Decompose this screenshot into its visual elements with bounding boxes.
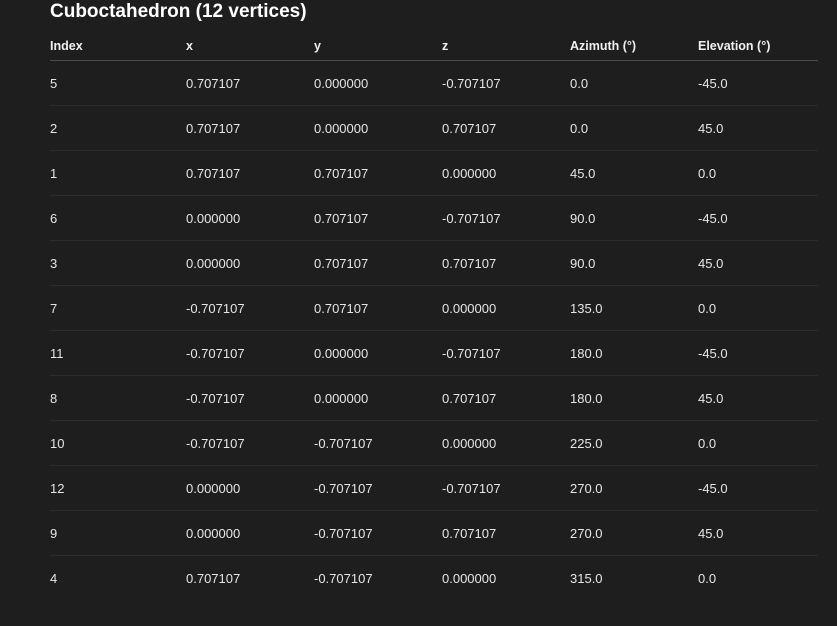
cell-index: 4 bbox=[50, 571, 58, 586]
cell-z: 0.000000 bbox=[442, 571, 497, 586]
cell-z: 0.707107 bbox=[442, 390, 497, 406]
cell-azimuth: 90.0 bbox=[570, 255, 596, 271]
cell-azimuth: 45.0 bbox=[570, 165, 596, 181]
cell-x: -0.707107 bbox=[186, 435, 245, 451]
cell-y: 0.000000 bbox=[314, 120, 369, 136]
column-header-azimuth[interactable]: Azimuth (°) bbox=[570, 39, 637, 53]
cell-z: -0.707107 bbox=[442, 210, 501, 226]
table-row[interactable]: 4 0.707107 -0.707107 0.000000 315.0 0.0 bbox=[50, 556, 818, 601]
table-row[interactable]: 9 0.000000 -0.707107 0.707107 270.0 45.0 bbox=[50, 511, 818, 556]
cell-index: 3 bbox=[50, 255, 58, 271]
cell-z: 0.707107 bbox=[442, 120, 497, 136]
cell-elevation: 0.0 bbox=[698, 435, 717, 451]
cell-y: 0.000000 bbox=[314, 75, 369, 91]
cell-index: 6 bbox=[50, 210, 58, 226]
cell-z: 0.000000 bbox=[442, 435, 497, 451]
table-row[interactable]: 12 0.000000 -0.707107 -0.707107 270.0 -45.0 bbox=[50, 466, 818, 511]
cell-azimuth: 270.0 bbox=[570, 480, 603, 496]
column-header-y[interactable]: y bbox=[314, 39, 321, 53]
cell-azimuth: 270.0 bbox=[570, 525, 603, 541]
cell-index: 8 bbox=[50, 390, 58, 406]
table-header-row: Index x y z Azimuth (°) Elevation (°) bbox=[50, 32, 818, 61]
column-header-index[interactable]: Index bbox=[50, 39, 83, 53]
cell-azimuth: 180.0 bbox=[570, 345, 603, 361]
column-header-elevation[interactable]: Elevation (°) bbox=[698, 39, 771, 53]
cell-azimuth: 180.0 bbox=[570, 390, 603, 406]
cell-z: 0.000000 bbox=[442, 165, 497, 181]
table-row[interactable]: 3 0.000000 0.707107 0.707107 90.0 45.0 bbox=[50, 241, 818, 286]
cell-azimuth: 0.0 bbox=[570, 75, 589, 91]
cell-azimuth: 135.0 bbox=[570, 300, 603, 316]
cell-y: -0.707107 bbox=[314, 571, 373, 586]
cell-x: 0.000000 bbox=[186, 480, 241, 496]
cell-x: 0.000000 bbox=[186, 525, 241, 541]
cell-index: 11 bbox=[50, 345, 64, 361]
cell-z: -0.707107 bbox=[442, 75, 501, 91]
cell-y: 0.707107 bbox=[314, 300, 369, 316]
cell-elevation: 45.0 bbox=[698, 525, 724, 541]
cell-index: 10 bbox=[50, 435, 65, 451]
cell-elevation: -45.0 bbox=[698, 480, 728, 496]
cell-x: 0.707107 bbox=[186, 75, 241, 91]
cell-index: 1 bbox=[50, 165, 58, 181]
column-header-z[interactable]: z bbox=[442, 39, 449, 53]
cell-x: -0.707107 bbox=[186, 300, 245, 316]
cell-azimuth: 225.0 bbox=[570, 435, 603, 451]
cell-x: -0.707107 bbox=[186, 390, 245, 406]
cell-y: -0.707107 bbox=[314, 435, 373, 451]
cell-z: 0.000000 bbox=[442, 300, 497, 316]
cell-elevation: 0.0 bbox=[698, 165, 717, 181]
table-row[interactable]: 5 0.707107 0.000000 -0.707107 0.0 -45.0 bbox=[50, 61, 818, 106]
cell-y: 0.707107 bbox=[314, 165, 369, 181]
cell-elevation: 0.0 bbox=[698, 571, 717, 586]
page-title: Cuboctahedron (12 vertices) bbox=[50, 1, 307, 22]
cell-y: -0.707107 bbox=[314, 480, 373, 496]
cell-azimuth: 315.0 bbox=[570, 571, 603, 586]
cell-z: 0.707107 bbox=[442, 525, 497, 541]
cell-index: 2 bbox=[50, 120, 58, 136]
cell-index: 12 bbox=[50, 480, 65, 496]
table-body: 5 0.707107 0.000000 -0.707107 0.0 -45.0 2 0.707… bbox=[50, 61, 818, 601]
cell-z: -0.707107 bbox=[442, 480, 501, 496]
table-row[interactable]: 1 0.707107 0.707107 0.000000 45.0 0.0 bbox=[50, 151, 818, 196]
cell-y: 0.707107 bbox=[314, 255, 369, 271]
cell-elevation: -45.0 bbox=[698, 210, 728, 226]
cell-x: 0.707107 bbox=[186, 120, 241, 136]
cell-index: 7 bbox=[50, 300, 58, 316]
cell-index: 5 bbox=[50, 75, 58, 91]
cell-elevation: 45.0 bbox=[698, 255, 724, 271]
cell-elevation: 45.0 bbox=[698, 120, 724, 136]
vertices-table: Index x y z Azimuth (°) Elevation (°) 5 0… bbox=[50, 32, 818, 601]
cell-z: 0.707107 bbox=[442, 255, 497, 271]
cell-azimuth: 90.0 bbox=[570, 210, 596, 226]
cell-x: -0.707107 bbox=[186, 345, 245, 361]
table-row[interactable]: 6 0.000000 0.707107 -0.707107 90.0 -45.0 bbox=[50, 196, 818, 241]
cell-y: 0.000000 bbox=[314, 390, 369, 406]
cell-x: 0.000000 bbox=[186, 255, 241, 271]
cell-x: 0.707107 bbox=[186, 571, 241, 586]
cell-x: 0.000000 bbox=[186, 210, 241, 226]
cell-elevation: 0.0 bbox=[698, 300, 717, 316]
cell-x: 0.707107 bbox=[186, 165, 241, 181]
table-row[interactable]: 7 -0.707107 0.707107 0.000000 135.0 0.0 bbox=[50, 286, 818, 331]
table-row[interactable]: 11 -0.707107 0.000000 -0.707107 180.0 -45.0 bbox=[50, 331, 818, 376]
cell-elevation: -45.0 bbox=[698, 345, 728, 361]
cell-index: 9 bbox=[50, 525, 58, 541]
cell-elevation: -45.0 bbox=[698, 75, 728, 91]
cell-elevation: 45.0 bbox=[698, 390, 724, 406]
cell-azimuth: 0.0 bbox=[570, 120, 589, 136]
column-header-x[interactable]: x bbox=[186, 39, 193, 53]
table-row[interactable]: 8 -0.707107 0.000000 0.707107 180.0 45.0 bbox=[50, 376, 818, 421]
table-row[interactable]: 10 -0.707107 -0.707107 0.000000 225.0 0.0 bbox=[50, 421, 818, 466]
cell-y: 0.707107 bbox=[314, 210, 369, 226]
table-row[interactable]: 2 0.707107 0.000000 0.707107 0.0 45.0 bbox=[50, 106, 818, 151]
cell-y: 0.000000 bbox=[314, 345, 369, 361]
cell-z: -0.707107 bbox=[442, 345, 501, 361]
cell-y: -0.707107 bbox=[314, 525, 373, 541]
